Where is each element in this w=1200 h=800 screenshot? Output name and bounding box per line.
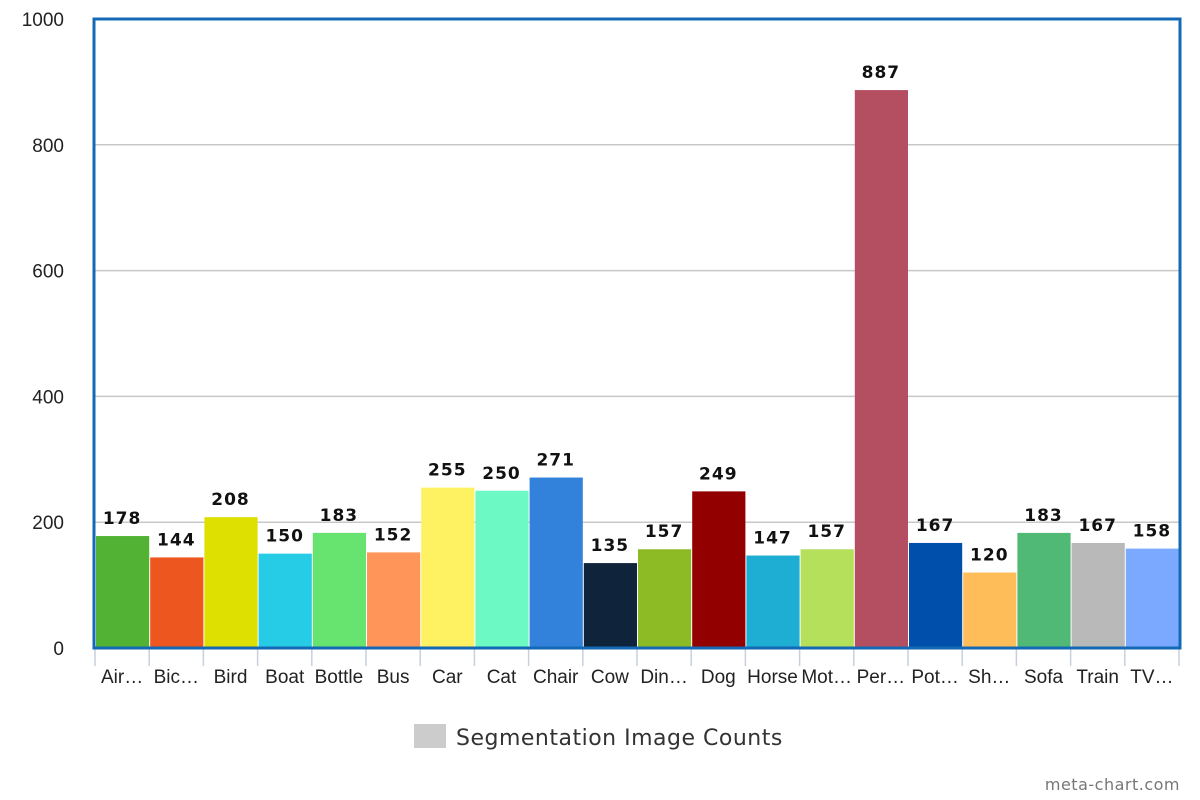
data-label: 178	[103, 509, 142, 529]
bar	[204, 517, 258, 648]
x-tick-label: Air…	[101, 667, 143, 688]
data-label: 255	[428, 461, 467, 481]
bar	[421, 487, 475, 648]
y-tick-label: 400	[32, 387, 64, 408]
x-tick-label: Chair	[533, 667, 579, 688]
x-tick-label: Boat	[265, 667, 305, 688]
data-label: 208	[211, 490, 250, 510]
x-tick-label: Car	[432, 667, 463, 688]
bar	[312, 532, 366, 648]
data-label: 250	[482, 464, 521, 484]
bar	[638, 549, 692, 648]
y-axis: 0 200 400 600 800 1000	[22, 10, 64, 660]
bar	[963, 572, 1017, 648]
x-tick-label: Sh…	[968, 667, 1010, 688]
bar	[367, 552, 421, 648]
value-labels: 178 144 208 150 183 152 255 250 271 135 157 249 147 1…	[103, 63, 1172, 566]
gridlines	[94, 144, 1180, 523]
bar	[800, 549, 854, 648]
bar	[854, 90, 908, 648]
bar	[692, 491, 746, 648]
data-label: 158	[1133, 522, 1172, 542]
bar	[1017, 532, 1071, 648]
data-label: 157	[807, 522, 846, 542]
data-label: 152	[374, 525, 413, 545]
bar	[150, 557, 204, 648]
data-label: 157	[645, 522, 684, 542]
x-axis: Air… Bic… Bird Boat Bottle Bus Car Cat Chair Cow D…	[94, 648, 1180, 688]
bars	[96, 90, 1179, 648]
data-label: 147	[753, 529, 792, 549]
x-tick-label: Dog	[701, 667, 736, 688]
x-tick-label: Horse	[747, 667, 798, 688]
bar	[583, 563, 637, 648]
y-tick-label: 0	[53, 639, 64, 660]
data-label: 249	[699, 464, 738, 484]
y-tick-label: 200	[32, 513, 64, 534]
x-tick-label: Bus	[377, 667, 410, 688]
data-label: 167	[916, 516, 955, 536]
x-tick-label: Din…	[640, 667, 688, 688]
y-tick-label: 800	[32, 136, 64, 157]
data-label: 144	[157, 530, 196, 550]
data-label: 167	[1078, 516, 1117, 536]
x-tick-label: Per…	[857, 667, 906, 688]
bar	[529, 477, 583, 648]
x-tick-label: TV…	[1130, 667, 1173, 688]
x-tick-label: Cat	[487, 667, 517, 688]
x-tick-label: Bic…	[154, 667, 199, 688]
data-label: 271	[536, 451, 575, 471]
x-tick-label: Bird	[214, 667, 248, 688]
legend-swatch	[414, 724, 446, 748]
x-tick-label: Sofa	[1024, 667, 1064, 688]
x-tick-label: Train	[1076, 667, 1119, 688]
data-label: 150	[265, 527, 304, 547]
y-tick-label: 1000	[22, 10, 64, 31]
bar	[96, 536, 150, 648]
x-tick-label: Mot…	[801, 667, 852, 688]
bar	[475, 490, 529, 648]
data-label: 887	[862, 63, 901, 83]
x-tick-label: Pot…	[911, 667, 959, 688]
data-label: 120	[970, 546, 1009, 566]
y-tick-label: 600	[32, 262, 64, 283]
bar	[1071, 542, 1125, 648]
legend-label: Segmentation Image Counts	[456, 726, 783, 751]
bar	[909, 542, 963, 648]
bar	[1125, 548, 1179, 648]
bar	[258, 553, 312, 648]
x-tick-label: Cow	[591, 667, 629, 688]
bar	[746, 555, 800, 648]
watermark: meta-chart.com	[1045, 775, 1180, 794]
legend: Segmentation Image Counts	[414, 724, 783, 751]
x-tick-label: Bottle	[315, 667, 364, 688]
data-label: 183	[1024, 506, 1063, 526]
data-label: 135	[591, 536, 630, 556]
data-label: 183	[320, 506, 359, 526]
plot-border	[92, 17, 1182, 650]
